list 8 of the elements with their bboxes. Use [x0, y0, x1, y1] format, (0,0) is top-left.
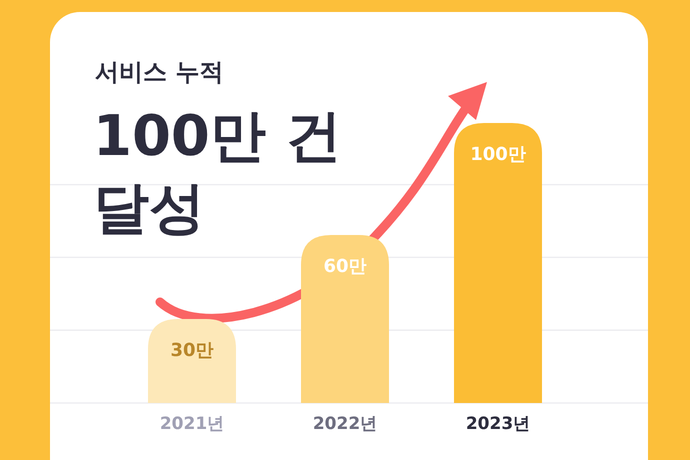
x-tick-label: 2021년 [160, 414, 224, 434]
text: 100만 건 달성 [93, 104, 342, 241]
x-tick-label: 2022년 [312, 414, 378, 434]
data-label: 60만 [323, 256, 367, 277]
data-label: 100만 [470, 144, 526, 165]
data-label: 30만 [170, 340, 214, 361]
text: 서비스 누적 [95, 58, 224, 86]
x-tick-label: 2023년 [466, 414, 530, 434]
